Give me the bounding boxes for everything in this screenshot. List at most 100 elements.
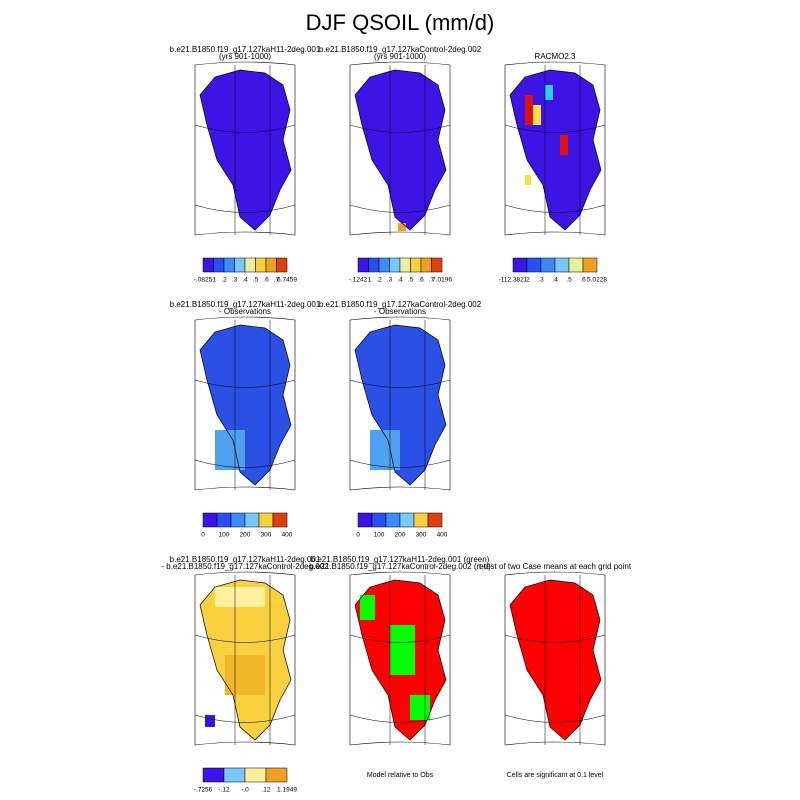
colorbar-box — [272, 512, 288, 528]
land-cells — [200, 325, 291, 485]
colorbar-label: .6 — [418, 277, 424, 284]
panel-title: - Observations — [219, 307, 271, 316]
colorbar-label: -.0825 — [194, 277, 213, 284]
colorbar-box — [540, 257, 556, 273]
grid-cell — [525, 175, 531, 185]
colorbar-box — [385, 512, 401, 528]
colorbar-label: 7.0196 — [432, 277, 452, 284]
graticule — [194, 320, 296, 490]
colorbar-label: .5 — [408, 277, 414, 284]
colorbar-box — [265, 767, 288, 783]
graticule — [504, 65, 606, 235]
colorbar-box — [568, 257, 584, 273]
colorbar-box — [255, 257, 267, 273]
grid-cell — [545, 85, 553, 100]
colorbar-box — [410, 257, 422, 273]
colorbar-label: -.1242 — [349, 277, 368, 284]
panel-footer: Model relative to Obs — [367, 772, 434, 779]
colorbar-box — [202, 767, 225, 783]
colorbar-box — [420, 257, 432, 273]
colorbar-label: 400 — [282, 532, 293, 539]
colorbar-box — [230, 512, 246, 528]
colorbar-label: .3 — [538, 277, 544, 284]
panel-title: b.e21.B1850.f19_g17.127kaControl-2deg.00… — [309, 562, 491, 571]
land-cells — [355, 325, 446, 485]
colorbar-label: 300 — [416, 532, 427, 539]
panel-title: b.e21.B1850.f19_g17.127kaControl-2deg.00… — [319, 300, 482, 309]
colorbar-label: .6 — [580, 277, 586, 284]
grid-cell — [533, 105, 541, 125]
coastline — [199, 324, 292, 486]
colorbar-label: 6.7459 — [277, 277, 297, 284]
colorbar-box — [512, 257, 528, 273]
map-panel: b.e21.B1850.f19_g17.127kaControl-2deg.00… — [319, 300, 482, 539]
map-panel: b.e21.B1850.f19_g17.127kaH11-2deg.001- b… — [161, 555, 329, 794]
coastline — [354, 579, 447, 741]
colorbar-box — [202, 512, 218, 528]
colorbar-label: .1 — [366, 277, 372, 284]
coastline — [509, 69, 602, 231]
colorbar-box — [413, 512, 429, 528]
grid-cell — [225, 655, 265, 695]
grid-cell — [390, 625, 415, 675]
grid-cell — [205, 715, 215, 727]
colorbar-label: .12 — [261, 787, 270, 794]
panel-title: RACMO2.3 — [535, 52, 576, 61]
graticule — [349, 320, 451, 490]
grid-cell — [215, 430, 245, 470]
graticule — [194, 575, 296, 745]
graticule — [349, 65, 451, 235]
grid-cell — [410, 695, 430, 720]
colorbar-label: .5 — [566, 277, 572, 284]
colorbar-label: 400 — [437, 532, 448, 539]
grid-cell — [525, 95, 533, 125]
colorbar-label: -.7256 — [194, 787, 213, 794]
colorbar-label: .1 — [211, 277, 217, 284]
colorbar-label: .3 — [387, 277, 393, 284]
coastline — [354, 324, 447, 486]
colorbar-label: .4 — [242, 277, 248, 284]
panel-title: - Observations — [374, 307, 426, 316]
colorbar-label: .3 — [232, 277, 238, 284]
colorbar-box — [223, 767, 246, 783]
coastline — [509, 579, 602, 741]
map-panel: b.e21.B1850.f19_g17.127kaControl-2deg.00… — [319, 45, 482, 284]
colorbar-label: .4 — [397, 277, 403, 284]
panel-title: b.e21.B1850.f19_g17.127kaH11-2deg.001 — [170, 45, 321, 54]
land-cells — [510, 580, 601, 740]
colorbar-label: 100 — [374, 532, 385, 539]
colorbar-box — [258, 512, 274, 528]
map-panel: t-test of two Case means at each grid po… — [479, 562, 632, 779]
colorbar-label: .4 — [552, 277, 558, 284]
grid-cell — [215, 587, 265, 607]
colorbar-box — [582, 257, 598, 273]
colorbar-label: 0 — [356, 532, 360, 539]
map-panel: b.e21.B1850.f19_g17.127kaH11-2deg.001 (g… — [309, 555, 491, 779]
colorbar-label: -.0 — [241, 787, 249, 794]
figure-title: DJF QSOIL (mm/d) — [306, 10, 495, 35]
panel-title: b.e21.B1850.f19_g17.127kaH11-2deg.001 (g… — [311, 555, 490, 564]
panel-title: - b.e21.B1850.f19_g17.127kaControl-2deg.… — [161, 562, 329, 571]
grid-cell — [398, 223, 406, 231]
colorbar-box — [389, 257, 401, 273]
colorbar-box — [357, 512, 373, 528]
land-cells — [200, 70, 291, 230]
panel-title: (yrs 901-1000) — [374, 52, 426, 61]
colorbar-box — [223, 257, 235, 273]
map-panel: RACMO2.3 -112.3821.2 .3 .4 .5 .6 5.0228 — [499, 52, 608, 284]
grid-cell — [560, 135, 568, 155]
panel-title: t-test of two Case means at each grid po… — [479, 562, 632, 571]
colorbar-box — [554, 257, 570, 273]
colorbar-box — [357, 257, 369, 273]
colorbar-label: -.12 — [218, 787, 230, 794]
colorbar-label: .2 — [524, 277, 530, 284]
panel-title: b.e21.B1850.f19_g17.127kaControl-2deg.00… — [319, 45, 482, 54]
colorbar-label: .7 — [429, 277, 435, 284]
colorbar-label: 100 — [219, 532, 230, 539]
colorbar-box — [244, 512, 260, 528]
colorbar-box — [213, 257, 225, 273]
coastline — [199, 69, 292, 231]
land-cells — [355, 70, 446, 230]
coastline — [199, 579, 292, 741]
